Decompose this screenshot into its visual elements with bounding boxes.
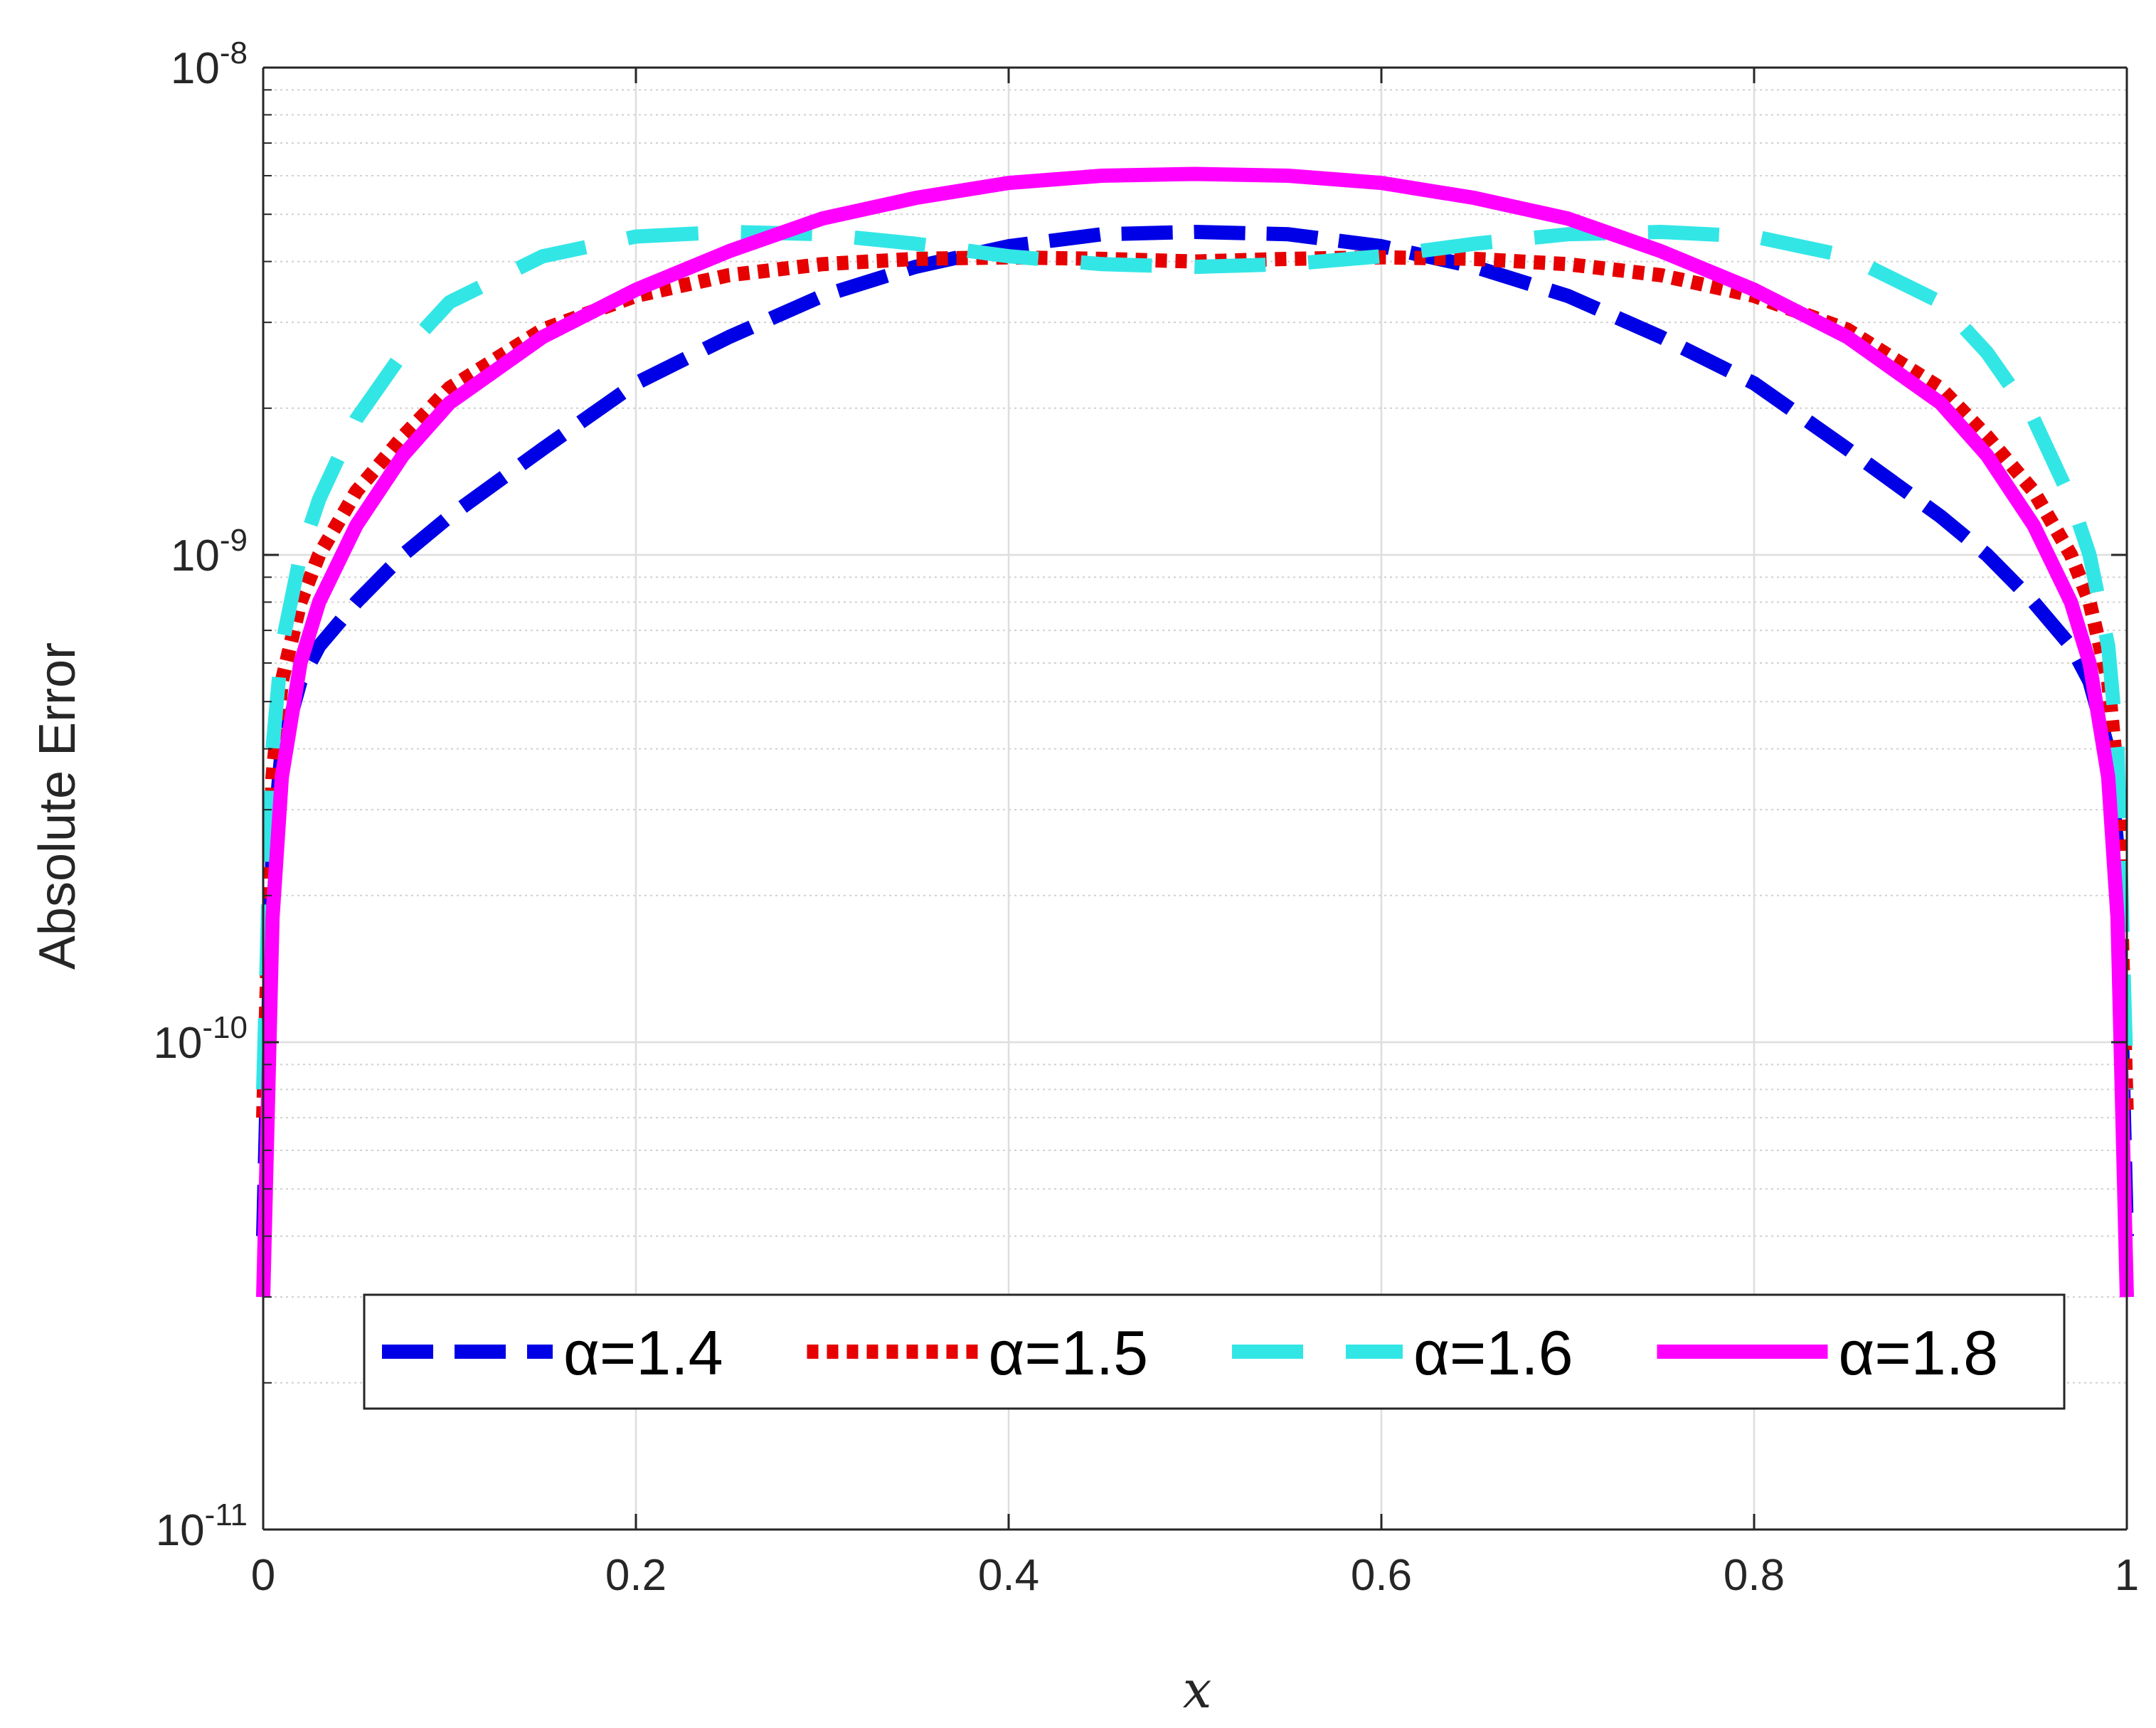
y-tick-label: 10-8 [171,36,248,93]
series-line-3 [256,225,2134,1090]
x-tick-label: 1 [2115,1551,2139,1600]
legend-label-2: α=1.5 [989,1318,1149,1388]
legend: α=1.4 α=1.5 α=1.6 α=1.8 [363,1293,2066,1410]
x-tick-label: 0.8 [1724,1551,1785,1600]
y-tick-label: 10-10 [153,1010,248,1068]
legend-label-1: α=1.4 [563,1318,723,1388]
y-axis-title: Absolute Error [29,642,86,970]
series-line-2 [256,250,2134,1118]
x-axis-title: x [1183,1660,1212,1719]
series-line-1 [256,225,2134,1236]
axes-layer: 0 0.2 0.4 0.6 0.8 1 10-8 10-9 10-10 10-11 [153,36,2139,1600]
legend-label-3: α=1.6 [1413,1318,1573,1388]
x-tick-label: 0 [251,1551,275,1600]
x-tick-label: 0.2 [605,1551,667,1600]
y-tick-label: 10-9 [171,523,248,581]
series-layer [256,166,2134,1298]
y-tick-label: 10-11 [156,1498,248,1555]
x-tick-label: 0.6 [1351,1551,1412,1600]
series-line-4 [256,166,2134,1298]
legend-label-4: α=1.8 [1839,1318,1999,1388]
x-tick-label: 0.4 [978,1551,1039,1600]
